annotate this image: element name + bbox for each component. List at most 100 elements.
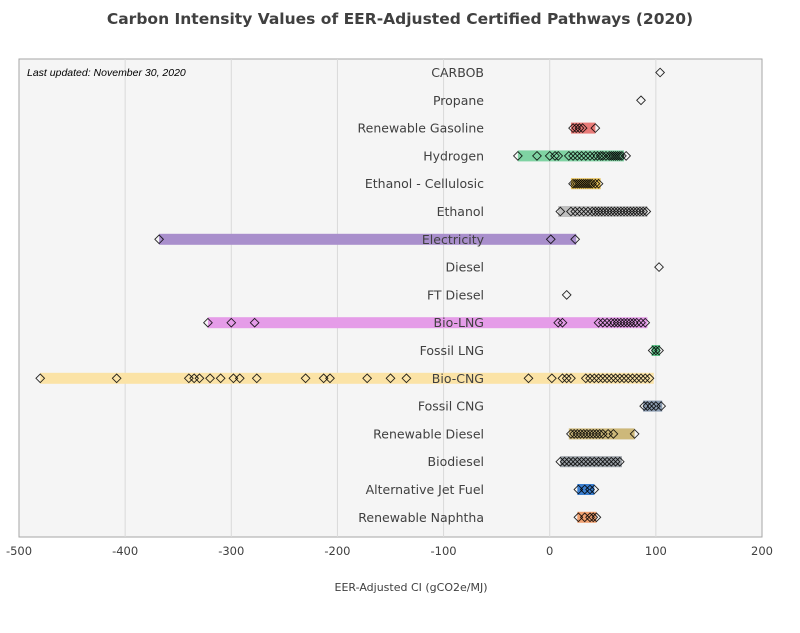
point-bio-lng-2 (249, 317, 260, 328)
range-bar-renewable-naphtha (577, 511, 597, 523)
point-bio-lng-4 (557, 317, 568, 328)
point-alternative-jet-fuel-2 (585, 484, 595, 495)
point-bio-cng-30 (619, 373, 629, 384)
point-ethanol-3 (574, 206, 585, 217)
tick-layer: -500 -400 -300 -200 -100 0 100 200 (6, 544, 773, 558)
point-renewable-gasoline-2 (574, 123, 585, 134)
point-fossil-cng-1 (642, 401, 653, 412)
point-electricity-2 (570, 234, 581, 245)
point-hydrogen-4 (553, 150, 564, 161)
point-ethanol-23 (641, 206, 652, 217)
point-bio-cng-10 (300, 373, 311, 384)
category-label-ethanol: Ethanol (437, 204, 484, 219)
point-bio-cng-31 (623, 373, 634, 384)
point-hydrogen-6 (568, 150, 579, 161)
point-bio-cng-29 (614, 373, 625, 384)
point-electricity-0 (154, 234, 165, 245)
point-bio-lng-0 (202, 317, 213, 328)
point-bio-cng-0 (35, 373, 46, 384)
point-bio-cng-21 (580, 373, 591, 384)
point-hydrogen-5 (563, 150, 574, 161)
point-ethanol-cellulosic-10 (590, 178, 601, 189)
point-bio-lng-18 (640, 317, 651, 328)
category-label-ethanol-cellulosic: Ethanol - Cellulosic (365, 176, 484, 191)
point-ft-diesel-0 (561, 289, 572, 300)
point-biodiesel-11 (602, 456, 612, 467)
point-bio-cng-25 (597, 373, 608, 384)
x-tick-label-5: 0 (546, 544, 553, 558)
point-renewable-naphtha-3 (588, 512, 599, 523)
x-tick-label-2: -300 (218, 544, 244, 558)
x-axis-title: EER-Adjusted CI (gCO2e/MJ) (335, 581, 488, 594)
point-ethanol-4 (578, 206, 589, 217)
point-bio-cng-20 (566, 373, 576, 384)
point-renewable-gasoline-3 (577, 123, 588, 134)
category-label-electricity: Electricity (422, 232, 485, 247)
point-fossil-cng-0 (639, 401, 650, 412)
point-electricity-1 (545, 234, 556, 245)
point-bio-lng-15 (628, 317, 639, 328)
last-updated-note: Last updated: November 30, 2020 (27, 67, 186, 79)
point-bio-cng-35 (640, 373, 651, 384)
point-bio-cng-14 (385, 373, 396, 384)
point-biodiesel-14 (614, 456, 625, 467)
point-biodiesel-9 (593, 456, 604, 467)
point-biodiesel-12 (606, 456, 617, 467)
point-bio-cng-5 (205, 373, 215, 384)
point-bio-cng-34 (636, 373, 646, 384)
point-bio-lng-16 (631, 317, 642, 328)
point-bio-cng-36 (644, 373, 655, 384)
point-layer (35, 67, 667, 523)
point-ethanol-5 (582, 206, 593, 217)
point-hydrogen-7 (572, 150, 583, 161)
point-bio-cng-13 (362, 373, 373, 384)
label-layer: CARBOB Propane Renewable Gasoline Hydrogen E… (358, 65, 485, 525)
point-biodiesel-2 (563, 456, 574, 467)
point-bio-lng-7 (602, 317, 612, 328)
x-tick-label-6: 100 (645, 544, 667, 558)
x-tick-label-7: 200 (751, 544, 773, 558)
point-bio-cng-17 (546, 373, 557, 384)
point-bio-cng-27 (606, 373, 617, 384)
category-label-fossil-lng: Fossil LNG (420, 343, 484, 358)
point-bio-cng-15 (401, 373, 412, 384)
category-label-renewable-diesel: Renewable Diesel (373, 426, 484, 441)
point-propane-0 (636, 95, 646, 106)
point-biodiesel-3 (568, 456, 579, 467)
point-bio-cng-22 (585, 373, 595, 384)
point-bio-cng-32 (627, 373, 638, 384)
point-biodiesel-7 (585, 456, 595, 467)
category-label-renewable-naphtha: Renewable Naphtha (358, 510, 484, 525)
point-bio-cng-9 (251, 373, 262, 384)
point-hydrogen-20 (612, 150, 623, 161)
x-tick-label-4: -100 (431, 544, 457, 558)
point-ethanol-cellulosic-11 (593, 178, 604, 189)
point-bio-cng-4 (194, 373, 205, 384)
point-renewable-diesel-12 (608, 428, 619, 439)
point-bio-lng-5 (593, 317, 604, 328)
point-ethanol-2 (570, 206, 581, 217)
grid-layer (124, 59, 657, 537)
range-bar-bio-cng (40, 372, 654, 384)
range-bar-hydrogen (517, 150, 625, 162)
point-bio-cng-16 (523, 373, 534, 384)
point-ethanol-22 (638, 206, 649, 217)
point-bio-cng-19 (561, 373, 572, 384)
category-label-fossil-cng: Fossil CNG (418, 399, 484, 414)
chart-title: Carbon Intensity Values of EER-Adjusted … (106, 10, 694, 28)
range-bar-fossil-cng (643, 400, 663, 412)
category-label-alternative-jet-fuel: Alternative Jet Fuel (366, 482, 484, 497)
point-bio-cng-28 (610, 373, 621, 384)
point-bio-cng-33 (631, 373, 642, 384)
point-bio-lng-6 (597, 317, 608, 328)
point-bio-cng-26 (602, 373, 612, 384)
category-label-hydrogen: Hydrogen (423, 148, 484, 163)
point-bio-cng-12 (325, 373, 335, 384)
category-label-renewable-gasoline: Renewable Gasoline (358, 121, 485, 136)
plot-area (18, 58, 763, 538)
point-renewable-naphtha-4 (591, 512, 602, 523)
point-fossil-cng-2 (646, 401, 657, 412)
category-label-propane: Propane (433, 93, 484, 108)
point-biodiesel-4 (572, 456, 583, 467)
